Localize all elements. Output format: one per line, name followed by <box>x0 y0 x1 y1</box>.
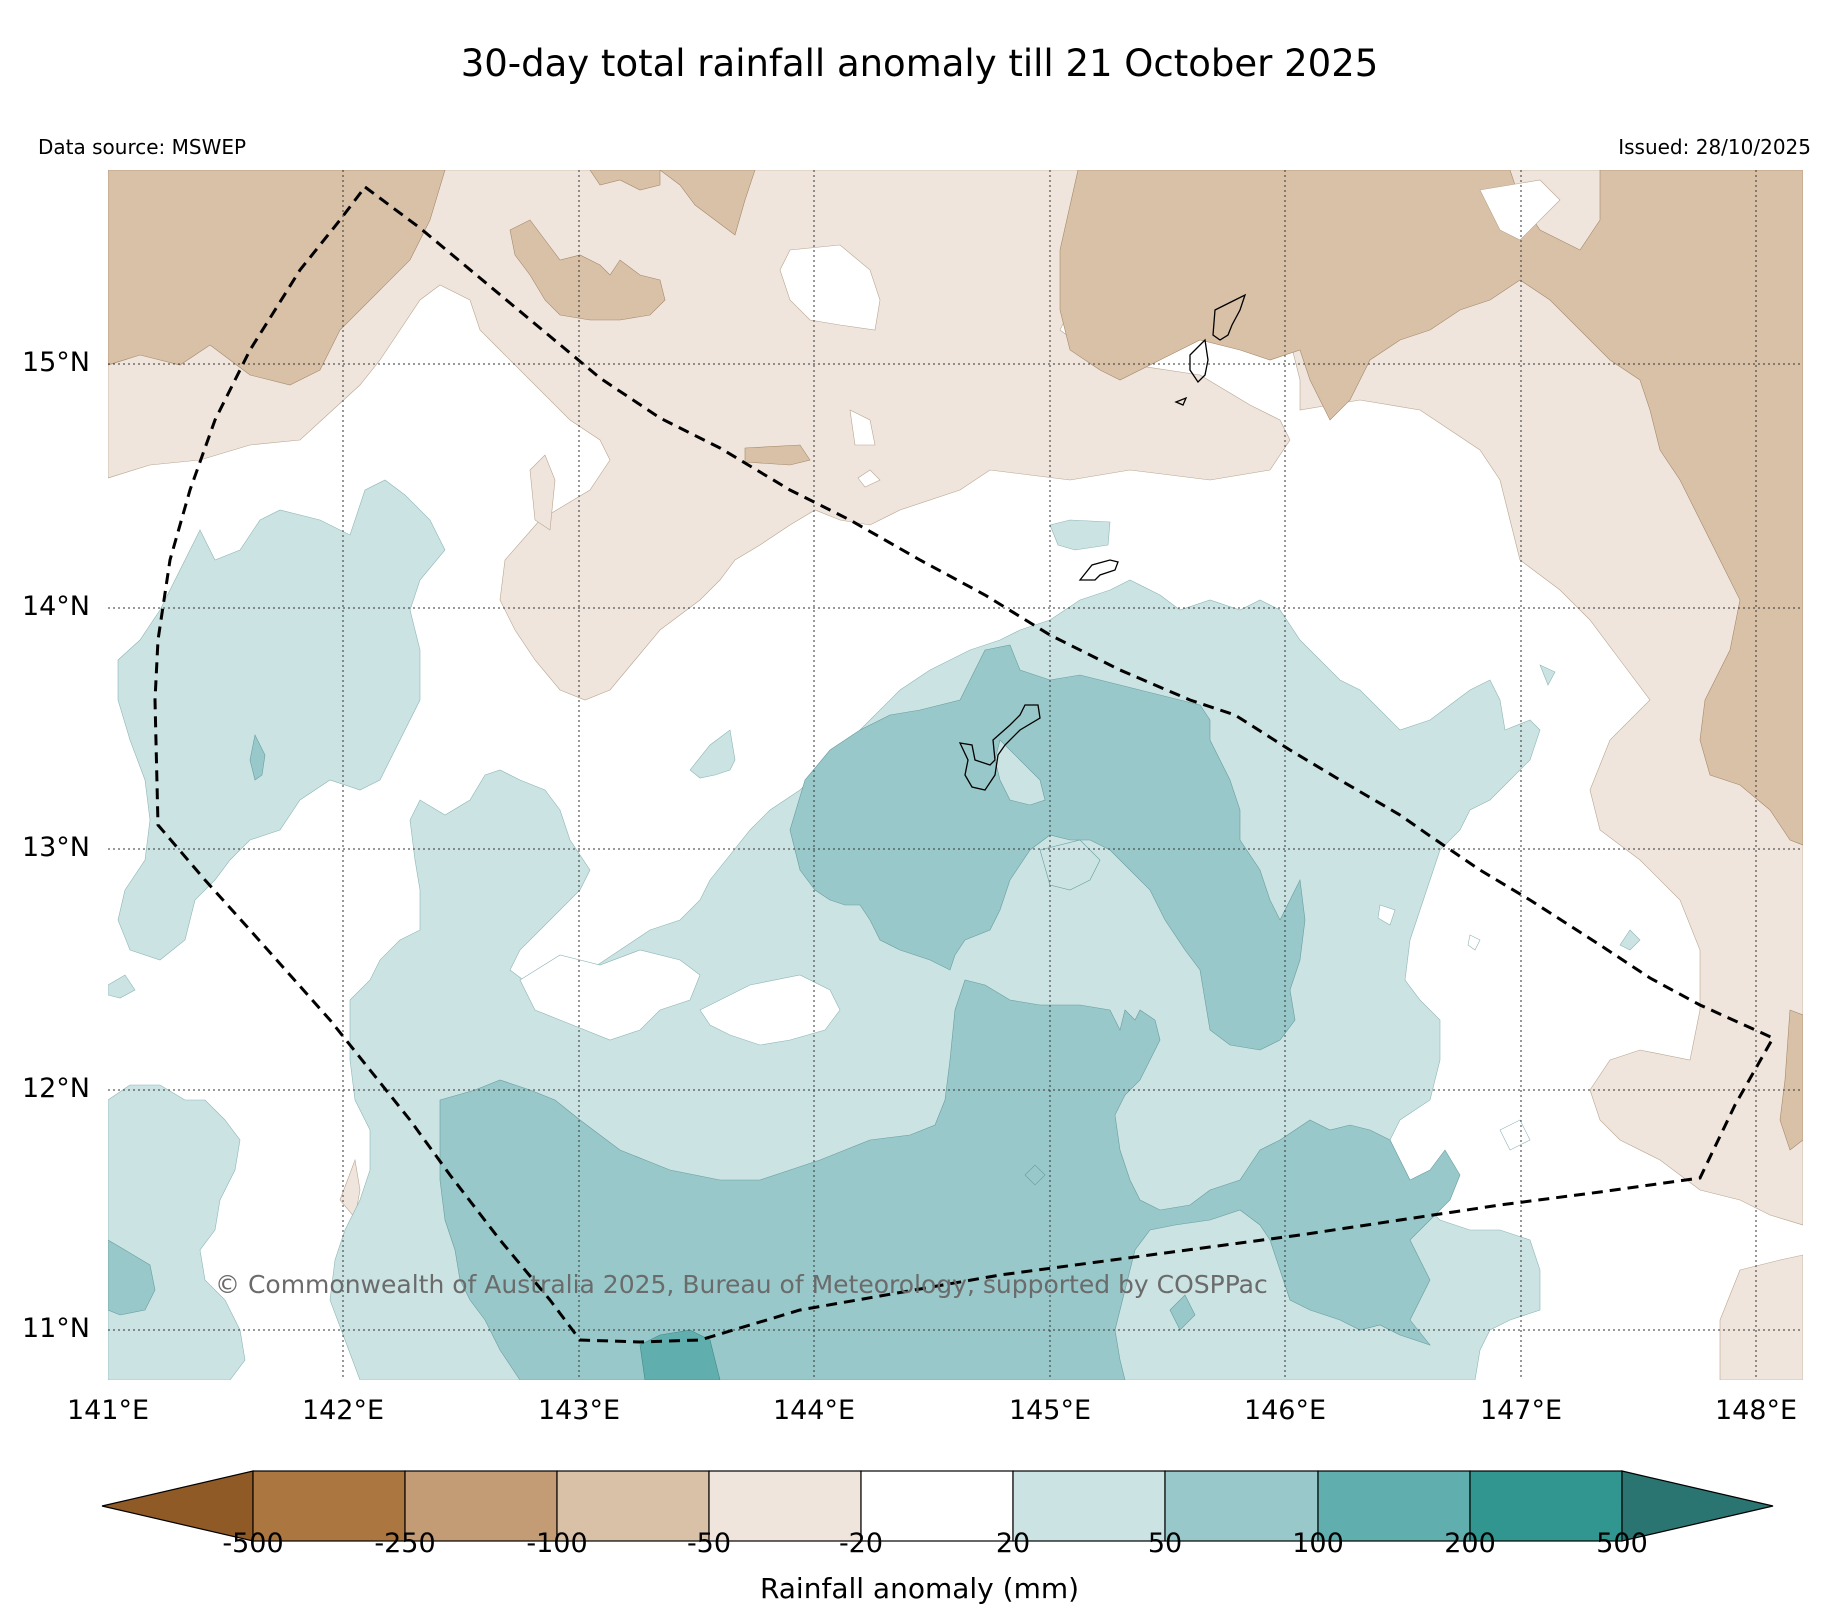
colorbar-bin-8 <box>1317 1470 1471 1542</box>
colorbar-bin-7 <box>1164 1470 1319 1542</box>
lat-tick-15: 15°N <box>21 347 90 378</box>
lon-tick-145: 145°E <box>1008 1395 1092 1426</box>
lat-tick-12: 12°N <box>21 1073 90 1104</box>
rota-outline <box>1078 559 1119 581</box>
map-title: 30-day total rainfall anomaly till 21 Oc… <box>460 42 1379 85</box>
lon-tick-144: 144°E <box>772 1395 856 1426</box>
guam-outline <box>958 704 1041 791</box>
colorbar-extend-high <box>1621 1470 1774 1542</box>
near-normal-islands <box>519 904 1531 1151</box>
colorbar-tick: 100 <box>1292 1528 1344 1559</box>
colorbar-tick: -20 <box>838 1528 884 1559</box>
colorbar-label: Rainfall anomaly (mm) <box>759 1572 1080 1605</box>
lon-tick-142: 142°E <box>301 1395 385 1426</box>
colorbar-tick: 20 <box>995 1528 1031 1559</box>
lon-tick-147: 147°E <box>1479 1395 1563 1426</box>
colorbar-tick: 50 <box>1147 1528 1183 1559</box>
colorbar-tick: -100 <box>526 1528 588 1559</box>
wet-inner-lighter <box>994 739 1101 891</box>
colorbar-bin-5 <box>860 1470 1014 1542</box>
copyright-notice: © Commonwealth of Australia 2025, Bureau… <box>215 1270 1268 1299</box>
lat-tick-14: 14°N <box>21 591 90 622</box>
colorbar <box>101 1470 1774 1542</box>
lon-tick-148: 148°E <box>1714 1395 1798 1426</box>
colorbar-tick: -500 <box>222 1528 284 1559</box>
issued-date-label: Issued: 28/10/2025 <box>1618 135 1811 159</box>
colorbar-bin-3 <box>556 1470 710 1542</box>
lat-tick-11: 11°N <box>21 1313 90 1344</box>
island-outlines <box>958 293 1247 791</box>
wet-moderate-region <box>108 644 1461 1380</box>
dry-moderate-region <box>108 170 1803 1151</box>
colorbar-tick: 200 <box>1444 1528 1496 1559</box>
colorbar-bin-9 <box>1469 1470 1623 1542</box>
tinian-outline <box>1189 338 1209 384</box>
colorbar-bin-6 <box>1012 1470 1166 1542</box>
colorbar-tick: -250 <box>374 1528 436 1559</box>
colorbar-tick: -50 <box>686 1528 732 1559</box>
lon-tick-143: 143°E <box>537 1395 621 1426</box>
colorbar-bin-1 <box>252 1470 406 1542</box>
near-normal-holes <box>779 179 1561 488</box>
data-source-label: Data source: MSWEP <box>38 135 247 159</box>
lat-tick-13: 13°N <box>21 832 90 863</box>
lon-tick-141: 141°E <box>66 1395 150 1426</box>
saipan-outline <box>1212 293 1247 341</box>
graticule <box>108 170 1803 1380</box>
colorbar-tick: 500 <box>1596 1528 1648 1559</box>
colorbar-bin-4 <box>708 1470 862 1542</box>
lon-tick-146: 146°E <box>1243 1395 1327 1426</box>
colorbar-bin-2 <box>404 1470 558 1542</box>
islet-outline <box>1174 396 1188 406</box>
